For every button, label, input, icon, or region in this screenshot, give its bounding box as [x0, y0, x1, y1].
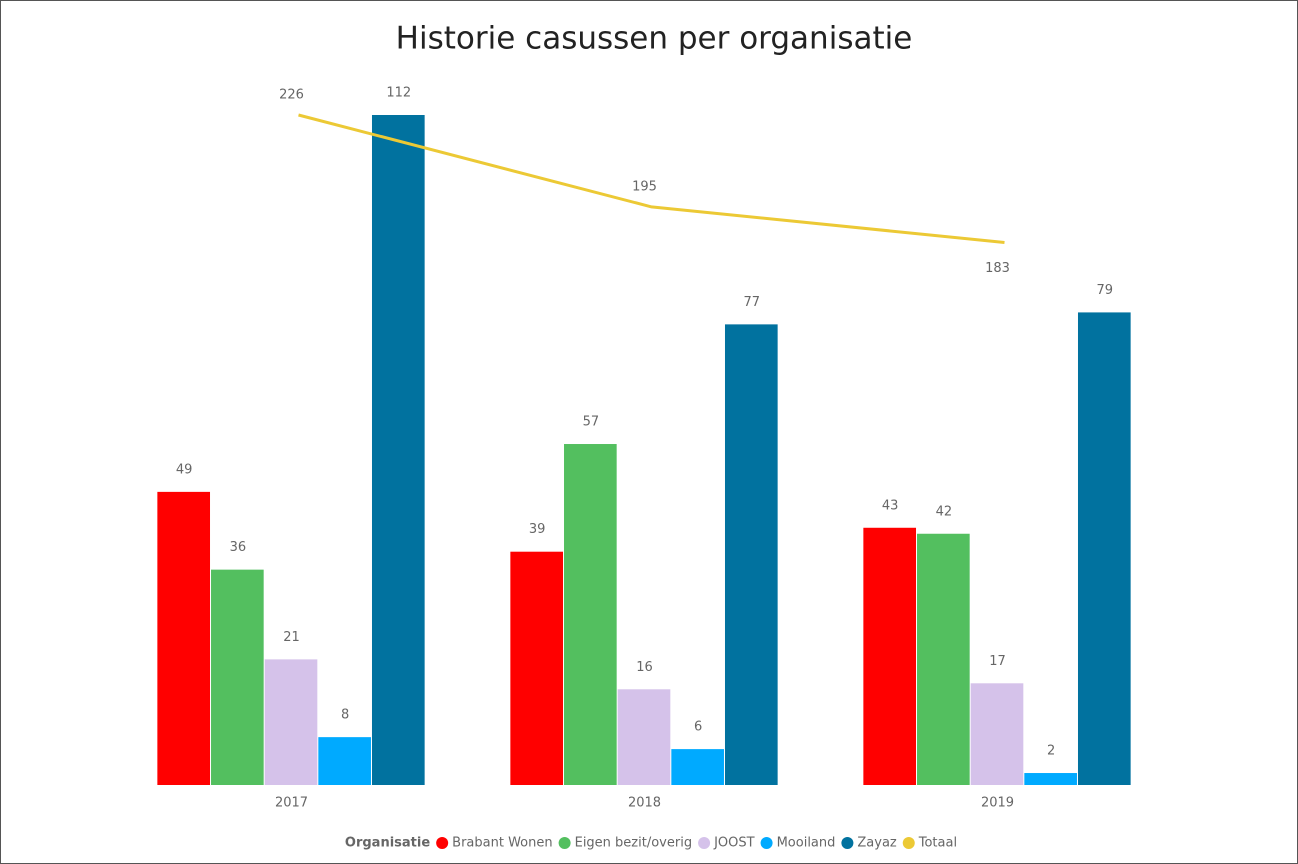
- legend-marker: [558, 837, 571, 849]
- bar: [1077, 312, 1131, 785]
- bar: [318, 737, 371, 785]
- legend-title: Organisatie: [345, 836, 430, 851]
- bar: [917, 533, 970, 785]
- legend-label: Brabant Wonen: [452, 836, 552, 851]
- data-label: 21: [283, 630, 300, 645]
- data-label: 39: [529, 522, 546, 537]
- data-label: 195: [632, 179, 657, 194]
- data-label: 183: [985, 261, 1010, 276]
- line: [298, 113, 1005, 244]
- legend-marker: [436, 837, 449, 849]
- x-tick-label: 2019: [981, 796, 1014, 811]
- data-label: 57: [583, 415, 600, 430]
- data-label: 6: [694, 720, 702, 735]
- x-tick-label: 2018: [628, 796, 661, 811]
- data-label: 112: [386, 86, 411, 101]
- legend-label: Totaal: [918, 836, 957, 851]
- bar: [617, 689, 671, 785]
- bar: [157, 491, 211, 785]
- bar: [724, 324, 778, 785]
- legend-label: Zayaz: [857, 836, 897, 851]
- bar: [863, 527, 917, 785]
- legend-marker: [760, 837, 773, 849]
- legend-label: Mooiland: [777, 836, 836, 851]
- bar: [564, 444, 617, 785]
- legend-marker: [841, 837, 854, 849]
- bar: [211, 569, 264, 785]
- legend-label: JOOST: [713, 836, 755, 851]
- data-label: 17: [989, 654, 1006, 669]
- data-label: 42: [936, 504, 953, 519]
- bar: [1024, 773, 1077, 785]
- legend-marker: [698, 837, 711, 849]
- data-label: 49: [176, 462, 193, 477]
- legend-label: Eigen bezit/overig: [575, 836, 692, 851]
- bar: [510, 551, 564, 785]
- bar: [970, 683, 1024, 785]
- bar: [264, 659, 318, 785]
- data-label: 77: [744, 295, 761, 310]
- x-tick-label: 2017: [275, 796, 308, 811]
- data-label: 8: [341, 708, 349, 723]
- data-label: 16: [636, 660, 653, 675]
- data-label: 226: [279, 88, 304, 103]
- bar: [371, 115, 425, 785]
- data-label: 36: [230, 540, 247, 555]
- data-label: 43: [882, 498, 899, 513]
- bar: [671, 749, 724, 785]
- chart-title: Historie casussen per organisatie: [396, 21, 913, 57]
- data-label: 2: [1047, 744, 1055, 759]
- data-label: 79: [1097, 283, 1114, 298]
- legend-marker: [902, 837, 915, 849]
